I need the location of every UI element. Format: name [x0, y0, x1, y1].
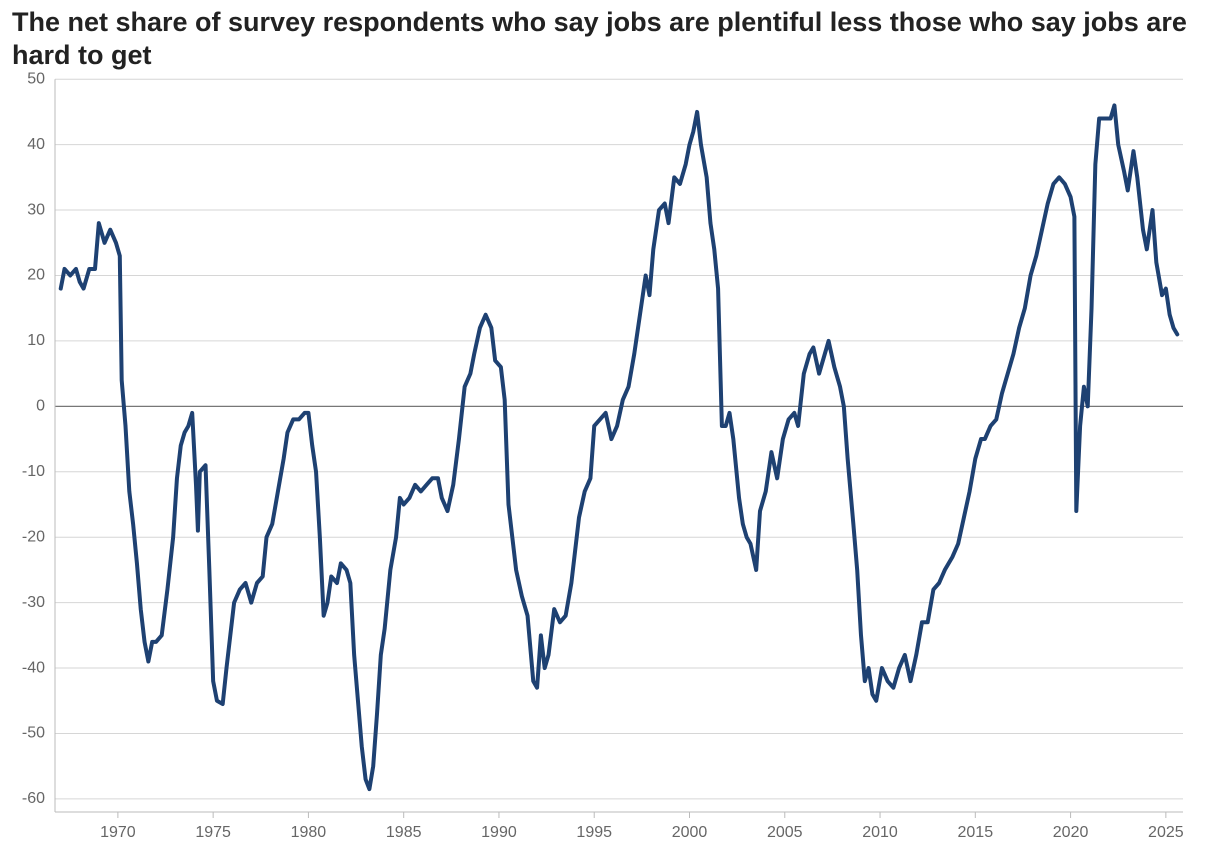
y-tick-label: 0 [36, 398, 45, 415]
y-tick-label: 40 [27, 136, 45, 153]
x-tick-label: 2000 [672, 824, 708, 841]
x-tick-label: 2005 [767, 824, 803, 841]
x-tick-label: 1985 [386, 824, 422, 841]
x-tick-label: 1990 [481, 824, 517, 841]
y-tick-label: 30 [27, 201, 45, 218]
x-tick-label: 1995 [576, 824, 612, 841]
y-tick-label: -50 [22, 725, 45, 742]
chart-title: The net share of survey respondents who … [12, 7, 1187, 70]
x-tick-label: 2025 [1148, 824, 1184, 841]
x-tick-label: 2010 [862, 824, 898, 841]
y-tick-label: -40 [22, 659, 45, 676]
y-tick-label: 50 [27, 70, 45, 87]
y-tick-label: -60 [22, 790, 45, 807]
y-tick-label: -20 [22, 528, 45, 545]
y-tick-label: -30 [22, 594, 45, 611]
x-tick-label: 2015 [958, 824, 994, 841]
y-tick-label: 20 [27, 267, 45, 284]
data-line [58, 103, 1180, 792]
y-tick-label: 10 [27, 332, 45, 349]
x-tick-label: 1980 [291, 824, 327, 841]
x-tick-label: 2020 [1053, 824, 1089, 841]
y-tick-label: -10 [22, 463, 45, 480]
x-tick-label: 1970 [100, 824, 136, 841]
x-tick-label: 1975 [195, 824, 231, 841]
